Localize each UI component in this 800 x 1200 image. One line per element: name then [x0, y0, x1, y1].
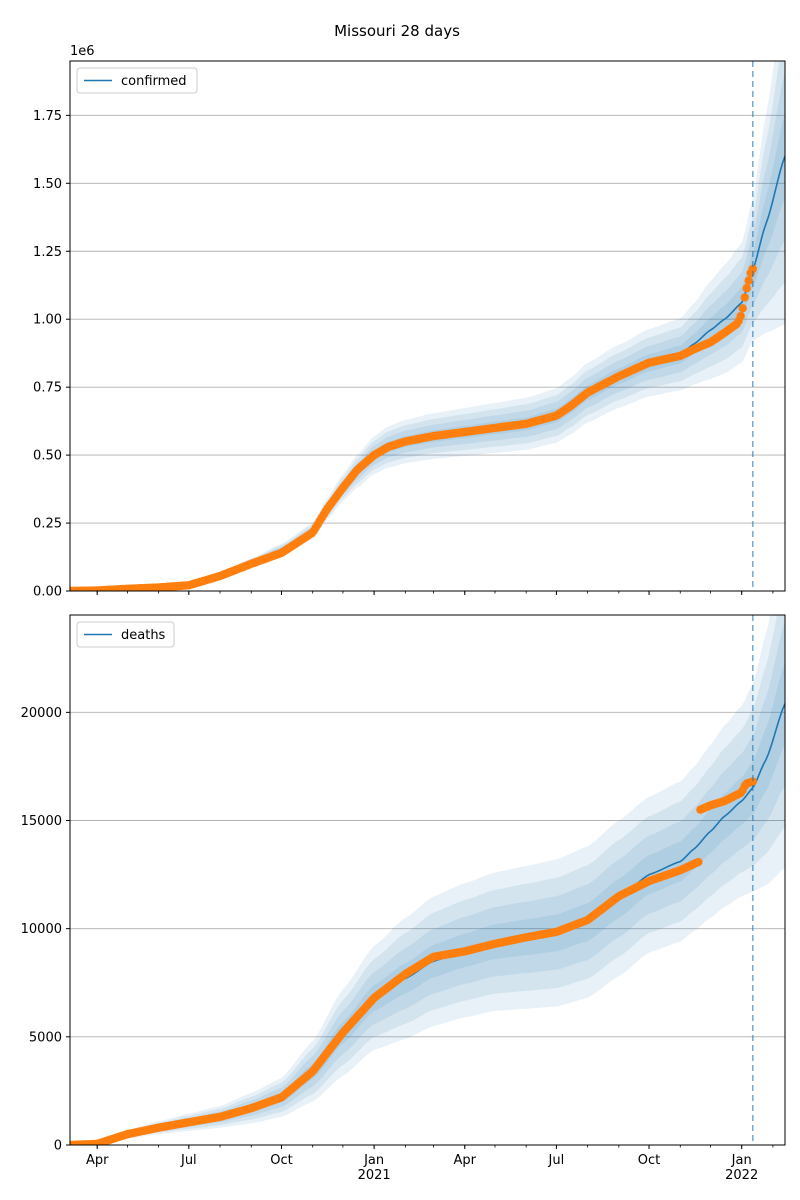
- legend: confirmed: [76, 67, 198, 94]
- uncertainty-band: [70, 61, 785, 591]
- chart-title: Missouri 28 days: [334, 22, 460, 40]
- y-tick-label: 0.75: [33, 381, 62, 396]
- y-tick-label: 1.00: [33, 313, 62, 328]
- y-tick-label: 0.25: [33, 517, 62, 532]
- y-tick-label: 20000: [21, 706, 62, 721]
- observed-points: [70, 264, 757, 591]
- observed-point: [694, 857, 703, 867]
- observed-point: [742, 284, 751, 293]
- plot-area: [70, 615, 785, 1145]
- x-tick-label: Jul: [548, 1153, 565, 1168]
- observed-points: [70, 777, 757, 1145]
- legend-label: deaths: [121, 628, 166, 643]
- uncertainty-band: [70, 621, 785, 1145]
- x-tick-label: Apr: [454, 1153, 477, 1168]
- observed-point: [744, 276, 753, 285]
- x-tick-label: Jan: [363, 1153, 384, 1168]
- observed-point: [748, 264, 757, 274]
- y-offset-label: 1e6: [70, 44, 95, 59]
- legend-label: confirmed: [121, 74, 187, 89]
- x-tick-label: Jan: [731, 1153, 752, 1168]
- observed-point: [736, 311, 745, 321]
- legend-box: [76, 67, 198, 94]
- y-tick-label: 5000: [29, 1030, 62, 1045]
- y-tick-label: 10000: [21, 922, 62, 937]
- x-tick-label: Apr: [86, 1153, 109, 1168]
- y-tick-label: 1.50: [33, 177, 62, 192]
- observed-point: [748, 777, 757, 786]
- confirmed-panel: 0.00 0.25 0.50 0.75 1.00 1.25 1.50 1.75 1e6 confi…: [33, 44, 786, 600]
- y-tick-label: 0.00: [33, 585, 62, 600]
- legend-box: [76, 621, 175, 648]
- y-tick-label: 0.50: [33, 449, 62, 464]
- y-tick-label: 1.75: [33, 109, 62, 124]
- y-tick-label: 1.25: [33, 245, 62, 260]
- x-tick-label: 2021: [358, 1168, 391, 1183]
- y-tick-label: 15000: [21, 814, 62, 829]
- observed-point: [740, 293, 749, 302]
- observed-point: [738, 304, 747, 313]
- legend: deaths: [76, 621, 175, 648]
- x-tick-label: 2022: [725, 1168, 758, 1183]
- x-tick-label: Oct: [638, 1153, 660, 1168]
- y-tick-label: 0: [54, 1139, 62, 1154]
- x-tick-label: Jul: [180, 1153, 197, 1168]
- x-tick-label: Oct: [270, 1153, 292, 1168]
- plot-area: [70, 61, 785, 591]
- axes-frame: [69, 60, 786, 592]
- axes-frame: [69, 614, 786, 1146]
